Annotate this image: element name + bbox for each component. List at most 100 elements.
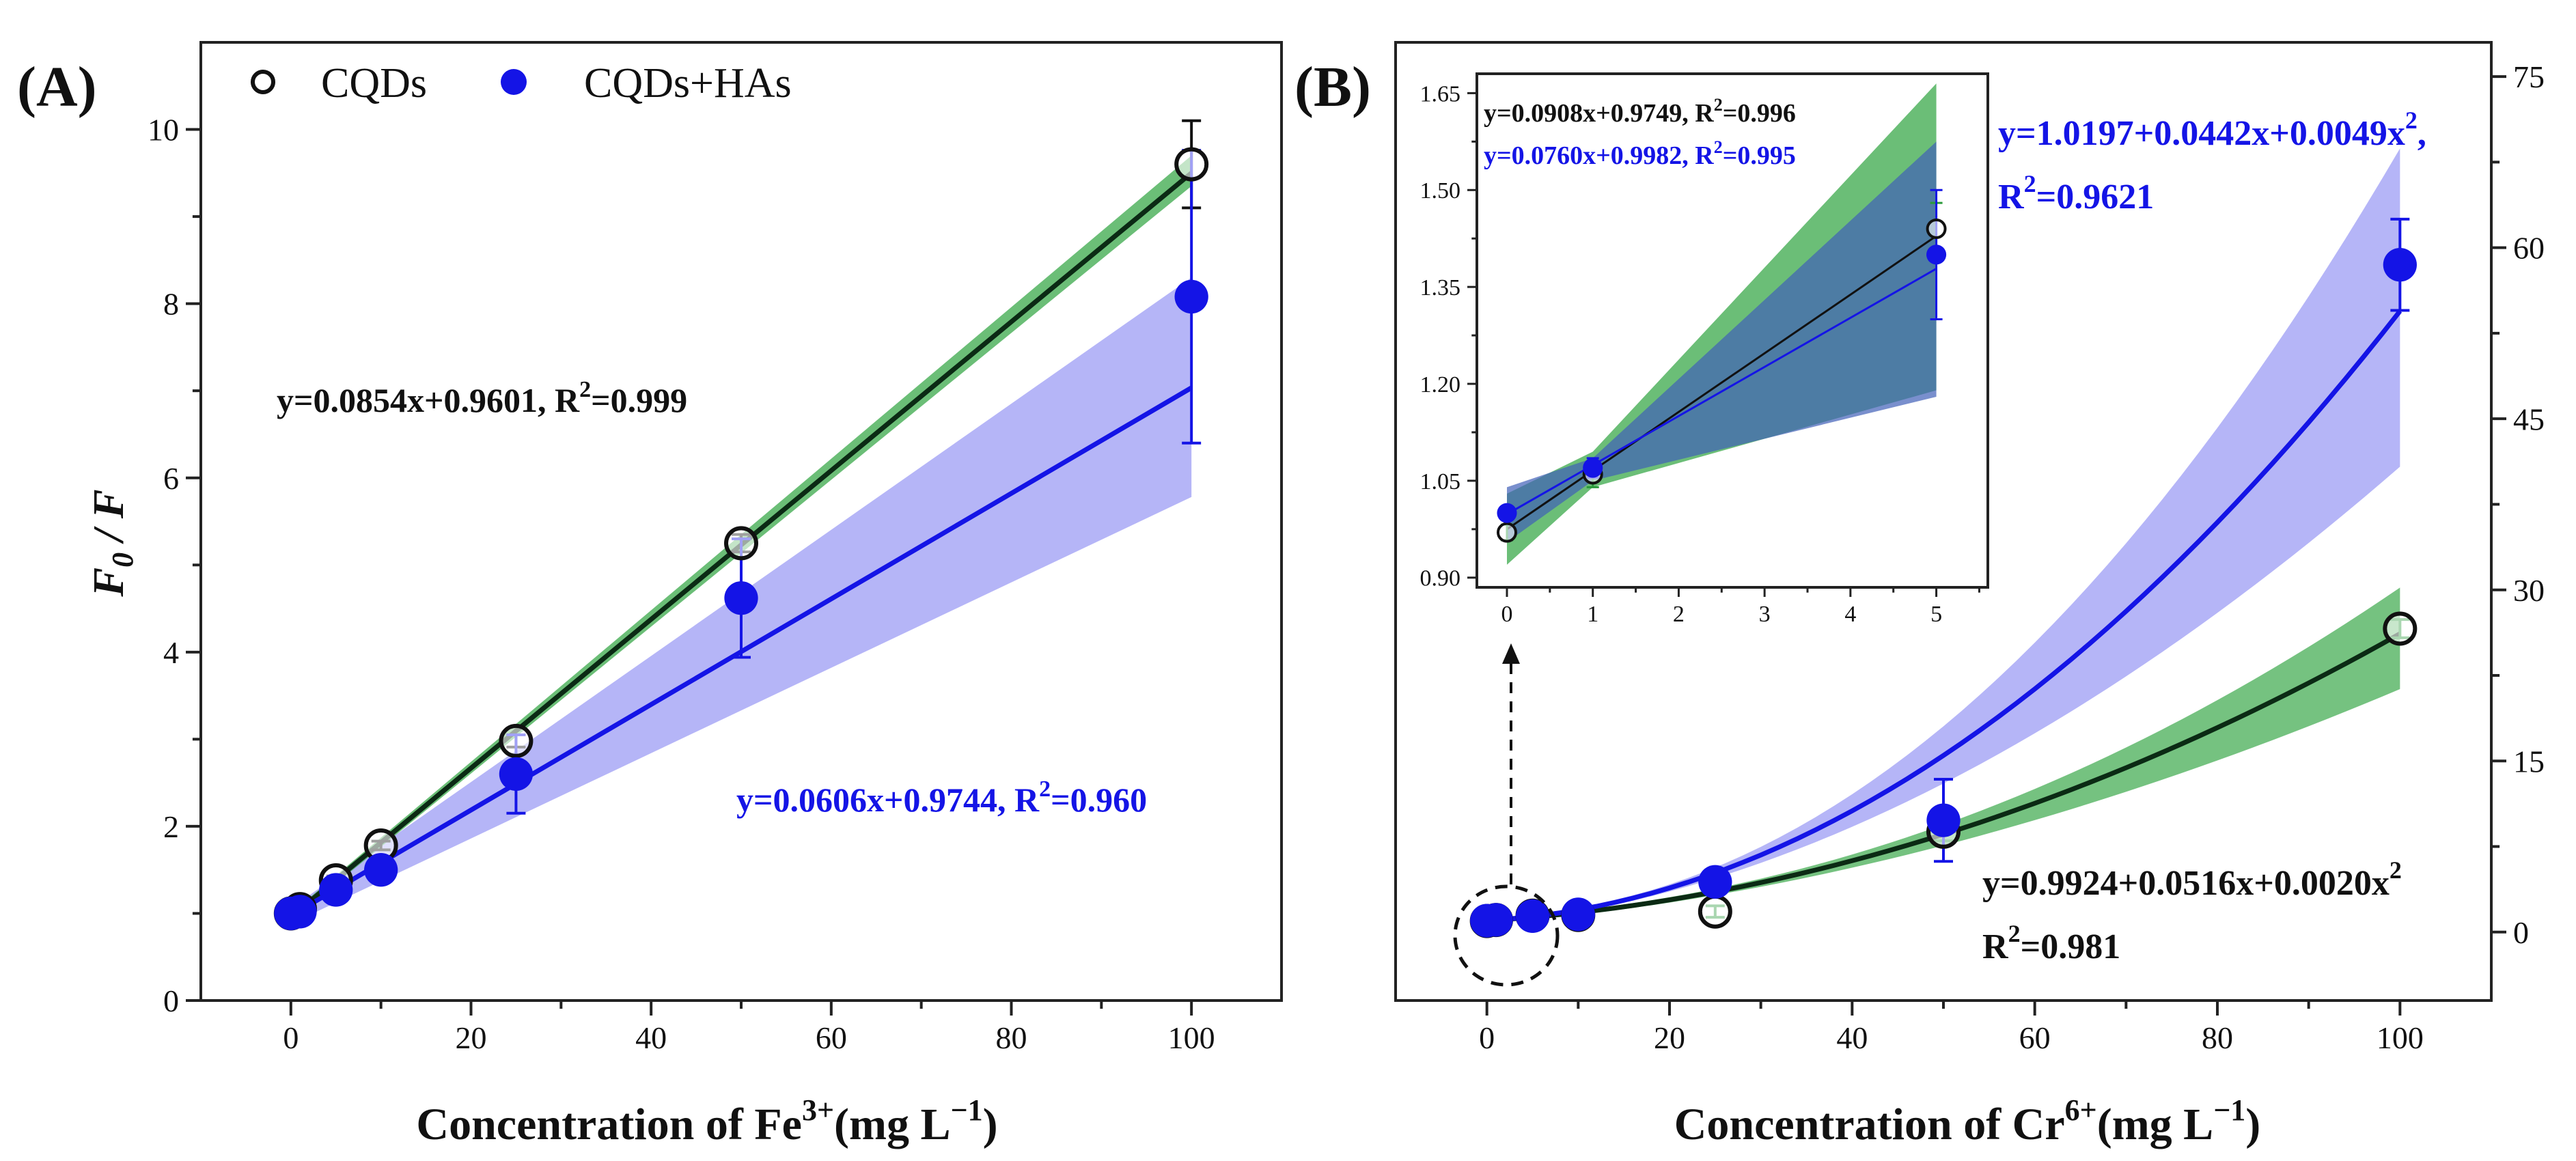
eq-sup: 2 — [1714, 95, 1723, 115]
eq-text: y=0.0908x+0.9749, R — [1484, 99, 1714, 128]
y-tick-label: 1.35 — [1420, 275, 1461, 300]
x-tick-label: 80 — [996, 1020, 1027, 1055]
inset-fit-line-cqds-has — [1506, 268, 1937, 516]
y-tick-label: 2 — [163, 809, 179, 844]
y-tick-label: 1.05 — [1420, 469, 1461, 494]
xlabel-unit-close: ) — [983, 1100, 998, 1149]
xlabel-main: Concentration of Fe — [416, 1100, 802, 1149]
legend-label-cqds: CQDs — [321, 60, 427, 107]
equation-cqds-has-fe: y=0.0606x+0.9744, R2=0.960 — [736, 777, 1147, 819]
x-tick-label: 100 — [2377, 1020, 2424, 1055]
eq-tail: , — [2418, 114, 2426, 153]
y-tick-label: 10 — [148, 113, 179, 148]
eq-text: y=0.0606x+0.9744, R — [736, 781, 1040, 819]
eq-text: y=0.9924+0.0516x+0.0020x — [1982, 864, 2390, 903]
equation-cqds-has-cr-line1: y=1.0197+0.0442x+0.0049x2, — [1998, 107, 2426, 153]
eq-tail: =0.9621 — [2036, 178, 2155, 216]
data-point-cqds-has — [1926, 244, 1947, 265]
ylabel-sub: 0 — [106, 552, 139, 568]
eq-text: R — [1982, 927, 2009, 966]
legend-marker-cqds — [251, 70, 275, 94]
xlabel-unit: (mg L — [2097, 1100, 2213, 1149]
x-tick-label: 0 — [283, 1020, 299, 1055]
data-point-cqds-has — [364, 853, 398, 887]
y-tick-label: 4 — [163, 635, 179, 670]
x-tick-label: 80 — [2202, 1020, 2233, 1055]
x-tick-label: 100 — [1168, 1020, 1215, 1055]
data-point-cqds — [724, 526, 758, 561]
xlabel-sup: 6+ — [2065, 1093, 2097, 1127]
data-point-cqds-has — [499, 757, 534, 792]
xlabel-unit-sup: −1 — [2213, 1093, 2245, 1127]
xlabel-sup: 3+ — [802, 1093, 834, 1127]
x-tick-label: 60 — [2019, 1020, 2051, 1055]
panel-a-x-axis-label: Concentration of Fe3+(mg L−1) — [416, 1093, 997, 1149]
x-tick-label: 1 — [1587, 602, 1598, 627]
data-point-cqds-has — [1561, 897, 1595, 932]
data-point-cqds — [1497, 522, 1517, 543]
x-tick-label: 5 — [1930, 602, 1942, 627]
y-tick-label: 8 — [163, 287, 179, 322]
data-point-cqds-has — [1479, 903, 1513, 937]
data-point-cqds-has — [1515, 899, 1550, 934]
data-point-cqds — [499, 723, 534, 758]
confidence-band-cqds — [1578, 587, 2400, 915]
legend-label-cqds-has: CQDs+HAs — [584, 60, 792, 107]
eq-tail: =0.995 — [1723, 141, 1796, 170]
xlabel-unit-sup: −1 — [951, 1093, 983, 1127]
eq-sup: 2 — [2390, 856, 2402, 884]
x-tick-label: 0 — [1501, 602, 1513, 627]
x-tick-label: 0 — [1479, 1020, 1495, 1055]
eq-tail: =0.981 — [2021, 927, 2121, 966]
x-tick-label: 20 — [456, 1020, 487, 1055]
data-point-cqds-has — [283, 895, 317, 929]
data-point-cqds-has — [319, 873, 353, 907]
legend-marker-cqds-has — [501, 69, 527, 95]
confidence-band-cqds-has — [1578, 148, 2400, 912]
xlabel-unit-close: ) — [2245, 1100, 2260, 1149]
eq-sup: 2 — [1039, 777, 1051, 802]
ylabel-f: F — [84, 568, 133, 598]
eq-sup: 2 — [2008, 920, 2021, 947]
data-point-cqds — [1698, 894, 1732, 929]
panel-b-label: (B) — [1294, 55, 1371, 119]
y-tick-label: 15 — [2513, 744, 2545, 779]
zoom-arrow-head — [1502, 643, 1520, 664]
y-tick-label: 1.20 — [1420, 372, 1461, 397]
y-tick-label: 0 — [163, 983, 179, 1018]
eq-sup: 2 — [2024, 170, 2036, 197]
y-tick-label: 45 — [2513, 402, 2545, 436]
eq-sup: 2 — [2405, 107, 2418, 134]
x-tick-label: 4 — [1844, 602, 1856, 627]
y-tick-label: 1.50 — [1420, 178, 1461, 204]
equation-cqds-cr-line1: y=0.9924+0.0516x+0.0020x2 — [1982, 856, 2402, 903]
eq-tail: =0.999 — [591, 381, 687, 419]
eq-tail: =0.996 — [1723, 99, 1796, 128]
x-tick-label: 3 — [1759, 602, 1771, 627]
xlabel-main: Concentration of Cr — [1674, 1100, 2065, 1149]
eq-text: y=0.0760x+0.9982, R — [1484, 141, 1714, 170]
data-point-cqds-has — [1583, 458, 1603, 478]
data-point-cqds-has — [1926, 803, 1961, 837]
equation-cqds-cr-line2: R2=0.981 — [1982, 920, 2120, 966]
inset-plot: 0 1 2 3 4 5 0.90 1.05 1.20 1.35 1.50 1.65 y=0.0908x… — [1420, 72, 1989, 627]
data-point-cqds — [1926, 219, 1947, 240]
x-tick-label: 60 — [816, 1020, 847, 1055]
inset-equation-cqds: y=0.0908x+0.9749, R2=0.996 — [1484, 95, 1796, 128]
equation-cqds-fe: y=0.0854x+0.9601, R2=0.999 — [277, 377, 687, 419]
y-tick-label: 6 — [163, 461, 179, 496]
eq-sup: 2 — [1714, 137, 1723, 157]
ylabel-rest: / F — [84, 489, 133, 552]
eq-text: y=0.0854x+0.9601, R — [277, 381, 580, 419]
inset-equation-cqds-has: y=0.0760x+0.9982, R2=0.995 — [1484, 137, 1796, 170]
data-point-cqds-has — [1698, 865, 1732, 899]
eq-sup: 2 — [579, 377, 591, 402]
y-tick-label: 0.90 — [1420, 566, 1461, 591]
data-point-cqds-has — [2383, 248, 2417, 282]
zoom-region-circle — [1453, 884, 1560, 987]
y-tick-label: 75 — [2513, 59, 2545, 94]
x-tick-label: 20 — [1654, 1020, 1685, 1055]
